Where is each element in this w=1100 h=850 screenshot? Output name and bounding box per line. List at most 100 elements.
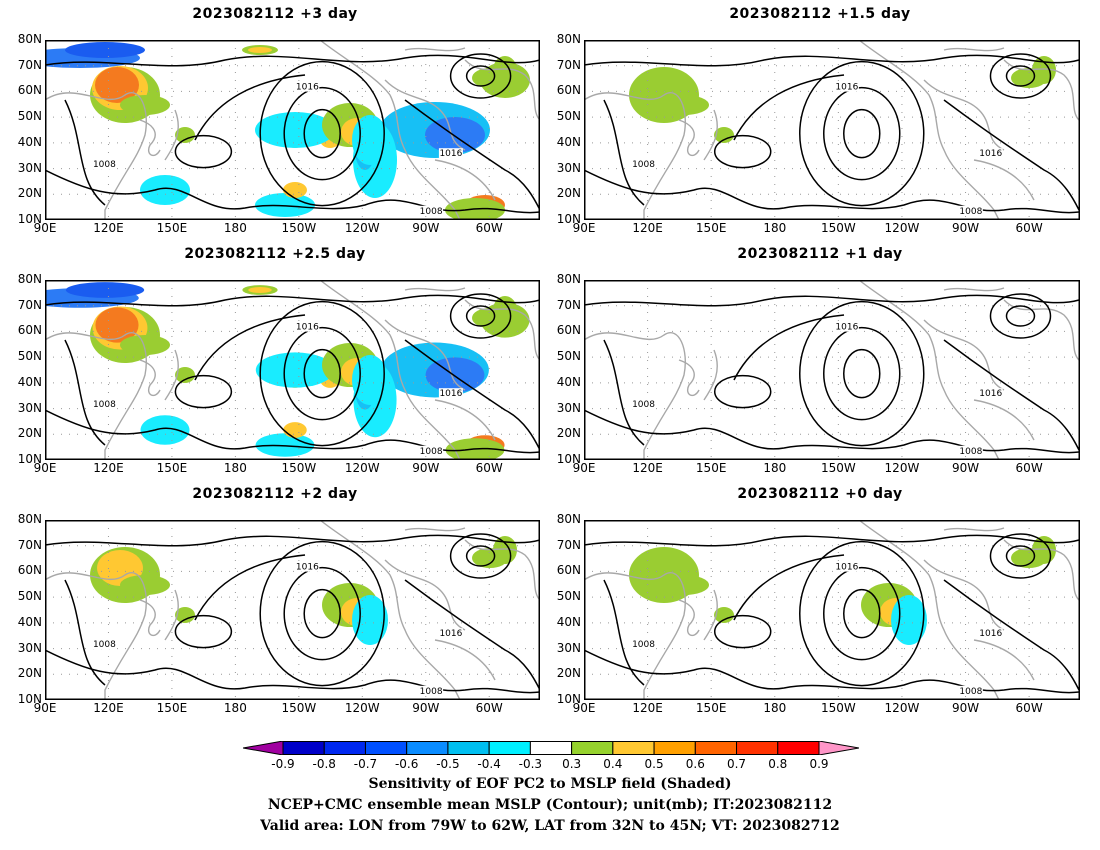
colorbar-tick-label: -0.9 [271, 757, 295, 771]
mslp-contour [584, 534, 1080, 547]
lon-tick-label: 60W [475, 461, 503, 475]
mslp-contour [303, 348, 341, 399]
colorbar-tick-label: 0.4 [603, 757, 623, 771]
lat-tick-label: 70N [17, 537, 42, 552]
mslp-contour [713, 614, 772, 649]
contour-label: 1016 [979, 149, 1002, 159]
lat-tick-label: 40N [556, 134, 581, 149]
contour-label-bg [295, 321, 320, 332]
coastline [584, 572, 686, 700]
mslp-contour [584, 169, 1080, 214]
lon-tick-label: 120E [632, 221, 663, 235]
map-content: 1008 1016 1008 1016 [45, 40, 540, 220]
mslp-contour [465, 545, 496, 567]
contour-label: 1016 [979, 629, 1002, 639]
colorbar-tick-label: 0.9 [809, 757, 829, 771]
lon-tick-label: 60W [475, 221, 503, 235]
contour-label-bg [834, 561, 859, 572]
coastline [139, 119, 161, 157]
sensitivity-shade [1011, 548, 1047, 568]
coastline [678, 119, 700, 157]
coastline [164, 349, 179, 401]
mslp-contour [259, 60, 385, 207]
lon-tick-label: 90W [951, 221, 980, 235]
sensitivity-shade [472, 548, 508, 568]
colorbar-tick-label: 0.5 [644, 757, 664, 771]
sensitivity-shade [352, 115, 388, 165]
contour-label-bg [958, 205, 983, 216]
colorbar-bin [406, 741, 449, 755]
colorbar-tick-label: 0.8 [768, 757, 788, 771]
lon-tick-label: 180 [763, 461, 787, 475]
lat-tick-label: 60N [17, 83, 42, 98]
lon-tick-label: 150E [695, 221, 727, 235]
coastline [404, 287, 466, 292]
lat-tick-label: 20N [556, 186, 581, 201]
sensitivity-shade [65, 42, 145, 58]
lon-tick-label: 150E [156, 701, 188, 715]
mslp-contour [603, 339, 645, 446]
lon-tick-label: 60W [1015, 701, 1043, 715]
contour-label-bg [419, 445, 444, 456]
contour-label-bg [834, 321, 859, 332]
lon-tick-label: 120W [884, 461, 920, 475]
coastline [858, 520, 1000, 700]
map-frame [584, 40, 1080, 220]
panel-title: 2023082112 +1.5 day [729, 6, 911, 22]
lon-tick-label: 150W [820, 221, 856, 235]
panel-title: 2023082112 +2 day [192, 486, 358, 502]
lon-tick-label: 120W [884, 221, 920, 235]
mslp-contour [799, 60, 925, 207]
lat-tick-label: 10N [17, 452, 42, 466]
lon-tick-label: 90W [412, 701, 440, 715]
lat-tick-label: 70N [17, 297, 42, 312]
map-frame [45, 40, 540, 220]
sensitivity-shade [248, 47, 272, 53]
mslp-contour [943, 339, 1080, 451]
sensitivity-shade [65, 282, 145, 298]
lon-tick-label: 120E [93, 221, 124, 235]
map-plot: 1008 1016 1008 1016 [45, 520, 540, 700]
coastline [464, 59, 540, 121]
lon-tick-label: 150E [156, 221, 188, 235]
lon-tick-label: 90W [412, 461, 440, 475]
sensitivity-shade [425, 357, 485, 393]
map-frame [584, 520, 1080, 700]
mslp-contour [404, 339, 540, 451]
sensitivity-shade [248, 287, 272, 293]
colorbar-bin [282, 741, 325, 755]
panel-title: 2023082112 +3 day [192, 6, 358, 22]
lat-tick-label: 20N [556, 426, 581, 441]
lon-tick-label: 150W [281, 701, 317, 715]
map-frame [45, 520, 540, 700]
panel-plus-1-5-day: 2023082112 +1.5 day 1008 1016 1008 1016 80N… [540, 0, 1100, 240]
lon-tick-label: 120W [884, 701, 920, 715]
colorbar-tick-label: -0.6 [394, 757, 419, 771]
lat-tick-label: 50N [556, 349, 581, 364]
sensitivity-shade [283, 422, 307, 438]
colorbar-tick-label: -0.5 [436, 757, 460, 771]
lat-tick-label: 40N [17, 134, 42, 149]
mslp-contour [259, 300, 385, 447]
mslp-contour [989, 53, 1052, 99]
sensitivity-shade [425, 117, 485, 153]
lat-tick-label: 80N [556, 512, 581, 526]
lon-tick-label: 150W [281, 221, 317, 235]
mslp-contour [303, 588, 341, 639]
mslp-contour [713, 374, 772, 409]
lat-tick-label: 30N [556, 160, 581, 175]
contour-label-bg [419, 205, 444, 216]
colorbar-bin [653, 741, 696, 755]
lat-tick-label: 10N [556, 452, 581, 466]
sensitivity-shade [175, 367, 195, 383]
lon-tick-label: 150W [820, 461, 856, 475]
contour-label: 1008 [959, 207, 982, 217]
coastline [319, 520, 461, 700]
lat-tick-label: 60N [17, 563, 42, 578]
contour-label-bg [631, 159, 656, 169]
mslp-contour [45, 649, 540, 694]
lon-tick-label: 180 [223, 461, 247, 475]
contour-label: 1016 [439, 389, 462, 399]
sensitivity-shade [352, 595, 388, 645]
contour-label-bg [295, 561, 320, 572]
